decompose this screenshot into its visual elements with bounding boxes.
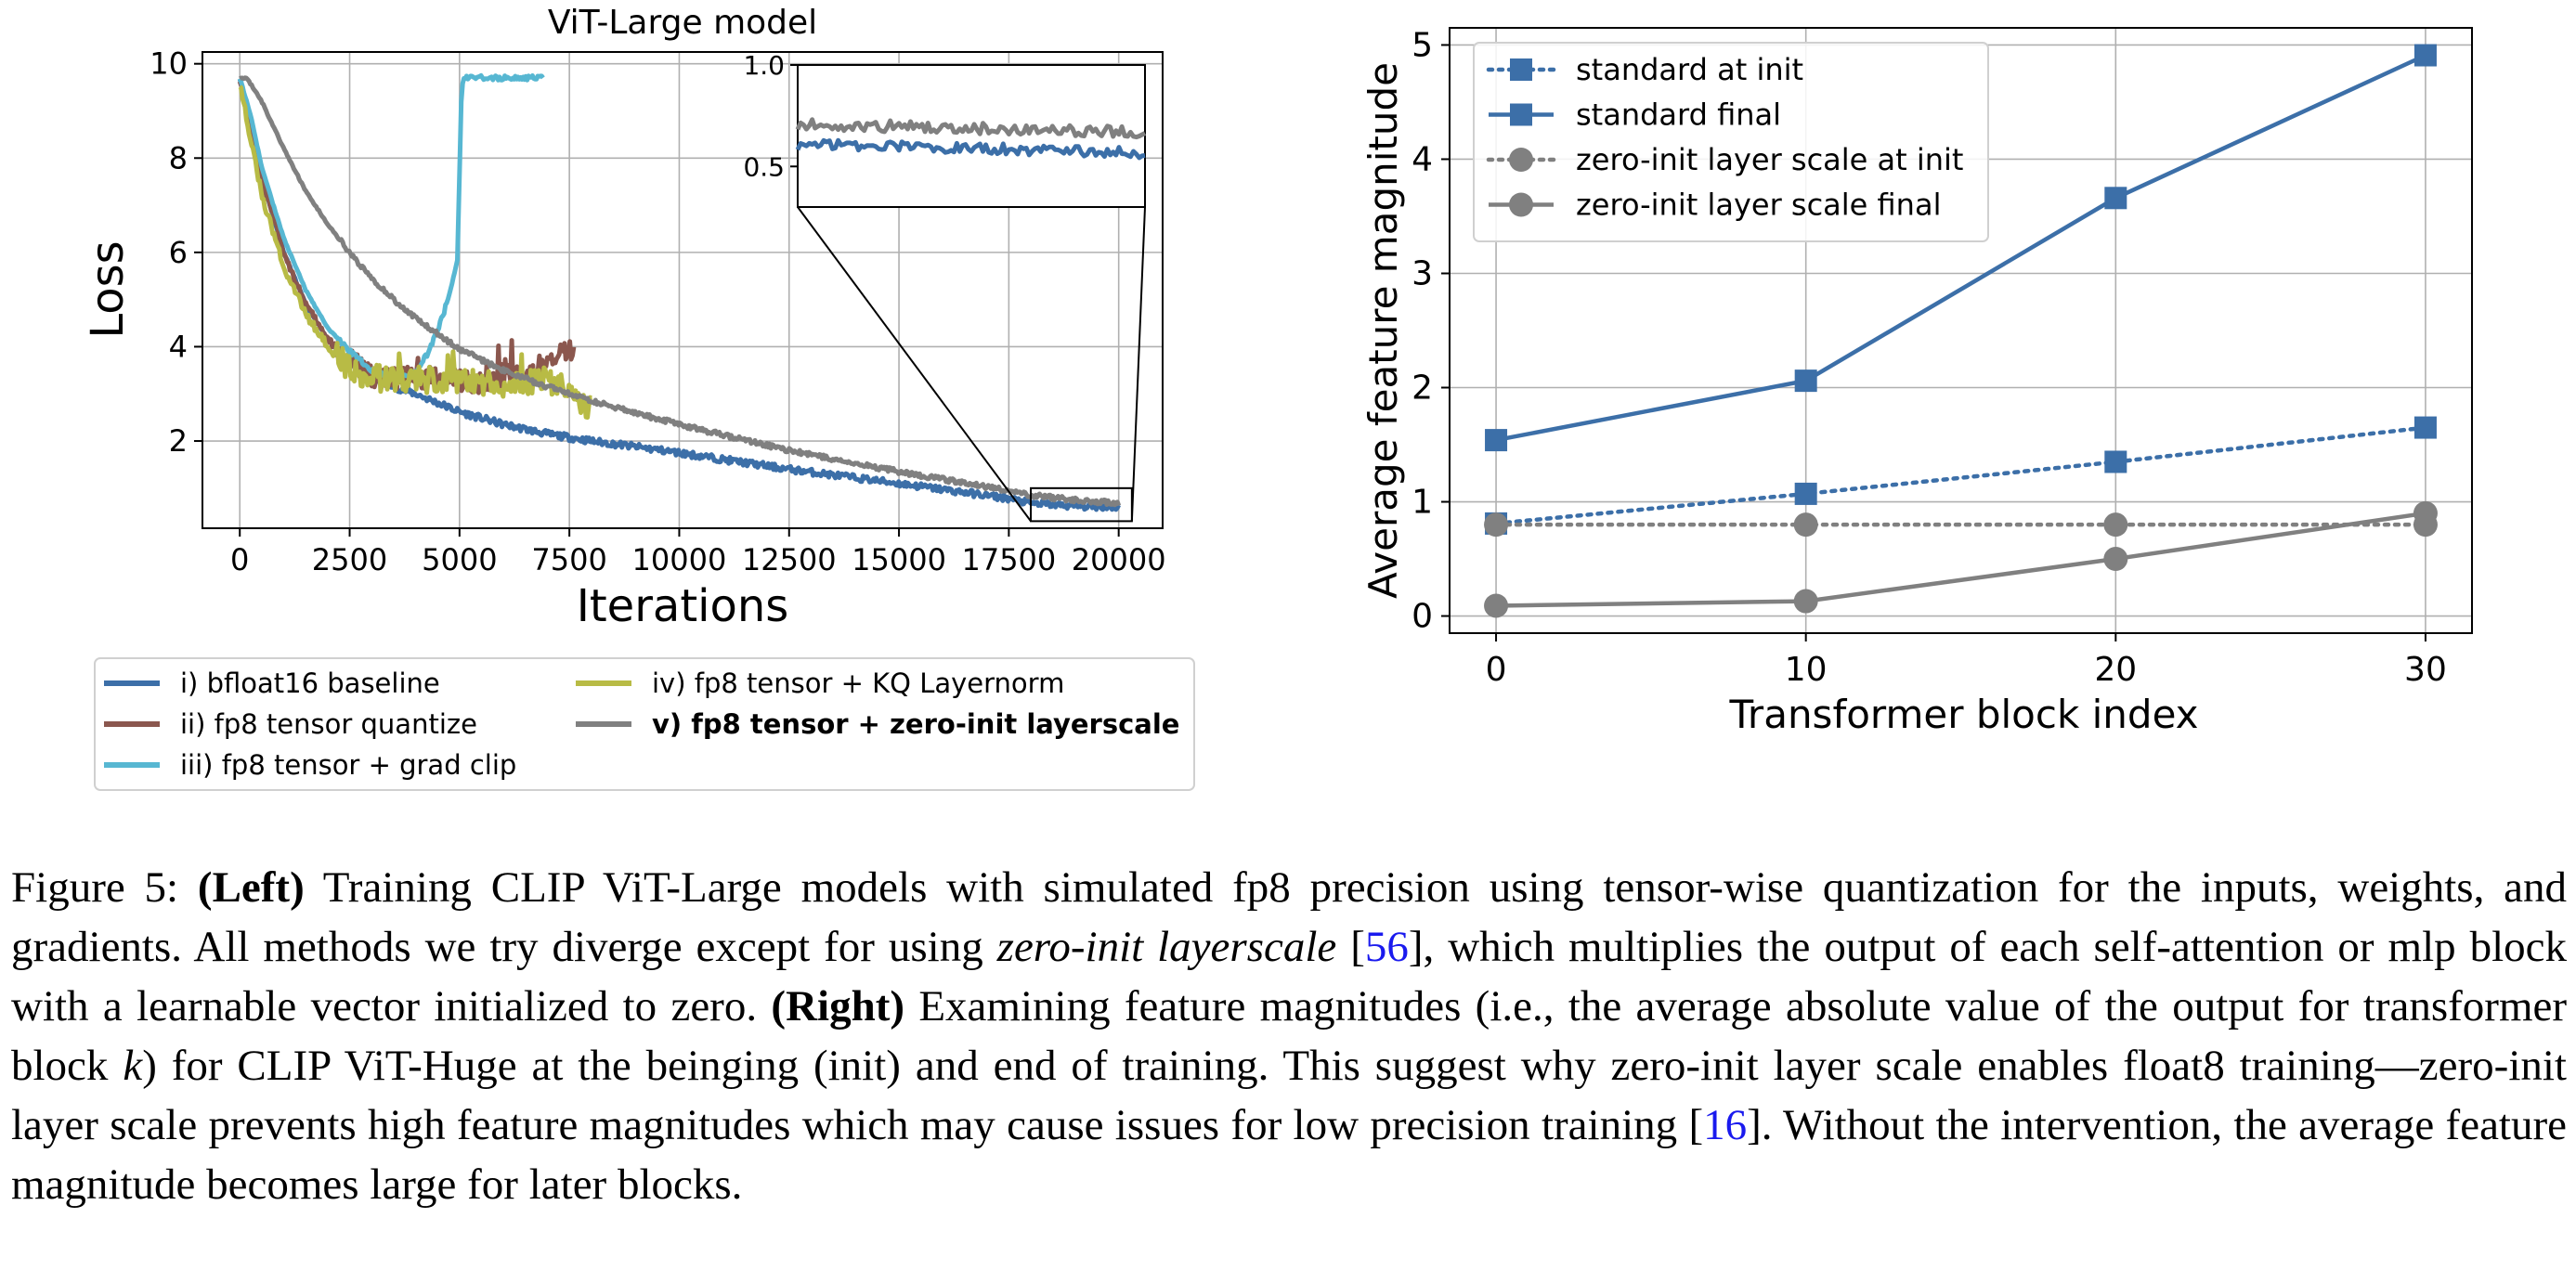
zoom-connectors — [797, 206, 1146, 523]
feature-point-zero-init-layer-scale-final — [1484, 593, 1509, 618]
loss-ticks: 0 2500 5000 7500 10000 12500 15000 17500 20000 2 4… — [150, 46, 1165, 577]
feature-legend-marker — [1510, 58, 1532, 81]
loss-chart: 0 2500 5000 7500 10000 12500 15000 17500 20000 2 4… — [82, 4, 1195, 791]
loss-tick-label-x: 20000 — [1072, 542, 1166, 577]
loss-legend: i) bfloat16 baseline ii) fp8 tensor quant… — [94, 657, 1195, 791]
zoom-connector-line — [797, 206, 1032, 522]
loss-tick-label-x: 7500 — [531, 542, 606, 577]
feature-point-zero-init-layer-scale-at-init — [2103, 512, 2128, 538]
feature-tick-label-x: 30 — [2404, 651, 2447, 689]
loss-legend-label: ii) fp8 tensor quantize — [180, 708, 477, 740]
feature-plot-frame — [1449, 27, 2473, 634]
caption-text-d: ) for CLIP ViT-Huge at the beinging (ini… — [11, 1042, 2567, 1149]
inset-tick-label-y: 0.5 — [743, 151, 785, 182]
loss-legend-label: iv) fp8 tensor + KQ Layernorm — [652, 667, 1064, 699]
zoom-connector-line — [1130, 206, 1146, 522]
feature-point-standard-at-init — [1794, 482, 1817, 505]
feature-series-standard-at-init — [1493, 425, 2428, 526]
caption-text-b: , which multiplies the output of each se… — [11, 923, 2567, 1030]
feature-legend-label: zero-init layer scale at init — [1576, 142, 1963, 177]
caption-right-tag: (Right) — [771, 982, 905, 1030]
feature-point-standard-at-init — [2413, 416, 2437, 439]
feature-point-zero-init-layer-scale-at-init — [1793, 512, 1818, 538]
loss-tick-label-x: 5000 — [422, 542, 497, 577]
caption-text-a: Training CLIP ViT-Large models with simu… — [11, 863, 2568, 971]
feature-magnitude-chart: 0 10 20 30 0 1 2 3 4 5 Transformer block index Av… — [1360, 26, 2473, 737]
feature-legend: standard at init standard final zero-init … — [1473, 42, 1989, 242]
feature-tick-label-x: 10 — [1785, 651, 1828, 689]
feature-legend-marker — [1509, 148, 1533, 172]
loss-legend-label: iii) fp8 tensor + grad clip — [180, 749, 516, 781]
feature-legend-label: standard at init — [1576, 52, 1803, 87]
feature-point-zero-init-layer-scale-final — [2103, 547, 2128, 572]
loss-tick-label-y: 6 — [169, 235, 188, 270]
feature-series-lines — [1493, 53, 2428, 608]
feature-legend-marker — [1509, 192, 1533, 217]
loss-tick-label-x: 15000 — [852, 542, 946, 577]
loss-y-axis-label: Loss — [82, 240, 134, 338]
inset-series-i-bfloat16-baseline — [795, 137, 1146, 161]
feature-point-standard-final — [2413, 44, 2437, 67]
feature-point-zero-init-layer-scale-final — [1793, 589, 1818, 614]
loss-tick-label-x: 12500 — [742, 542, 837, 577]
feature-legend-label: zero-init layer scale final — [1576, 188, 1941, 223]
citation-link-16[interactable]: 16 — [1703, 1101, 1748, 1149]
feature-tick-label-y: 3 — [1412, 254, 1433, 292]
feature-series-markers — [1484, 44, 2438, 618]
feature-series-standard-final — [1495, 53, 2426, 443]
feature-tick-label-y: 1 — [1412, 484, 1433, 522]
feature-x-axis-label: Transformer block index — [1728, 692, 2198, 737]
inset-tick-label-y: 1.0 — [743, 50, 785, 81]
feature-tick-label-y: 4 — [1412, 140, 1433, 178]
feature-tick-label-y: 0 — [1412, 598, 1433, 636]
loss-tick-label-x: 17500 — [961, 542, 1056, 577]
loss-inset: 1.0 0.5 — [743, 50, 1147, 208]
loss-tick-label-x: 10000 — [632, 542, 727, 577]
loss-tick-label-y: 10 — [150, 46, 188, 82]
feature-point-standard-final — [1485, 429, 1508, 452]
feature-point-zero-init-layer-scale-final — [2413, 500, 2438, 525]
caption-emphasis: zero-init layerscale — [996, 923, 1337, 971]
loss-chart-title: ViT-Large model — [548, 4, 817, 42]
feature-ticks: 0 10 20 30 0 1 2 3 4 5 — [1412, 26, 2447, 689]
loss-series-lines — [237, 72, 1122, 512]
inset-series-lines — [795, 117, 1147, 161]
feature-tick-label-y: 2 — [1412, 369, 1433, 408]
feature-point-standard-at-init — [2104, 450, 2127, 473]
inset-series-v-fp8-tensor-zero-init-layerscale — [795, 117, 1147, 140]
loss-x-axis-label: Iterations — [577, 580, 789, 632]
caption-label: Figure 5: — [11, 863, 179, 912]
feature-tick-label-x: 20 — [2094, 651, 2137, 689]
figure-caption: Figure 5: (Left) Training CLIP ViT-Large… — [11, 863, 2568, 1209]
feature-tick-label-y: 5 — [1412, 26, 1433, 64]
loss-legend-box — [94, 657, 1195, 791]
loss-tick-label-y: 2 — [169, 423, 188, 459]
feature-series-zero-init-layer-scale-final — [1495, 511, 2426, 608]
caption-text-e: . Without the intervention, the average … — [11, 1101, 2568, 1209]
feature-point-standard-final — [1794, 369, 1817, 393]
caption-var-k: k — [123, 1042, 143, 1090]
feature-tick-label-x: 0 — [1486, 651, 1507, 689]
loss-legend-label: i) bfloat16 baseline — [180, 667, 440, 699]
caption-left-tag: (Left) — [197, 863, 305, 912]
feature-legend-marker — [1510, 103, 1532, 126]
inset-ticks: 1.0 0.5 — [743, 50, 798, 182]
loss-tick-label-y: 8 — [169, 140, 188, 175]
loss-plot-frame — [202, 51, 1164, 529]
loss-tick-label-x: 2500 — [312, 542, 387, 577]
loss-tick-label-y: 4 — [169, 329, 188, 364]
feature-y-axis-label: Average feature magnitude — [1360, 62, 1406, 599]
feature-legend-box — [1473, 42, 1989, 242]
loss-legend-label: v) fp8 tensor + zero-init layerscale — [652, 708, 1179, 740]
feature-legend-label: standard final — [1576, 97, 1781, 133]
loss-tick-label-x: 0 — [230, 542, 249, 577]
inset-plot-area — [797, 64, 1146, 208]
loss-series-v-fp8-tensor-zero-init-layerscale — [239, 75, 1122, 508]
citation-link-56[interactable]: 56 — [1364, 923, 1409, 971]
feature-point-standard-final — [2104, 187, 2127, 210]
caption-text-c: Examining feature magnitudes (i.e., the … — [11, 982, 2568, 1090]
feature-point-zero-init-layer-scale-at-init — [1484, 512, 1509, 538]
figure-canvas: 0 2500 5000 7500 10000 12500 15000 17500 2000024… — [82, 4, 2473, 791]
